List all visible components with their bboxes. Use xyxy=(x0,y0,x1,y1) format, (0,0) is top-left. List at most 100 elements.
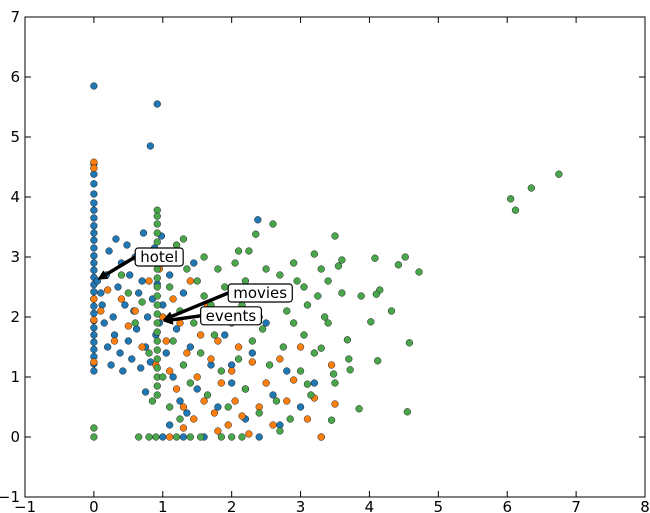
data-point xyxy=(146,358,155,366)
data-point xyxy=(90,214,98,222)
data-point xyxy=(207,355,215,363)
data-point xyxy=(90,295,98,303)
data-point xyxy=(296,367,305,375)
data-point xyxy=(279,343,287,351)
data-point xyxy=(162,337,170,345)
data-point xyxy=(90,199,98,207)
data-point xyxy=(197,331,205,339)
data-point xyxy=(100,319,108,327)
data-point xyxy=(374,357,382,365)
data-point xyxy=(224,403,232,411)
annotation-label: events xyxy=(206,307,257,325)
data-point xyxy=(327,361,336,369)
data-point xyxy=(172,433,181,441)
data-point xyxy=(331,232,339,240)
data-point xyxy=(114,283,122,291)
data-point xyxy=(98,301,106,309)
data-point xyxy=(117,295,126,303)
data-point xyxy=(310,379,318,387)
data-point xyxy=(128,355,136,363)
data-point xyxy=(90,309,98,318)
data-point xyxy=(112,235,120,243)
data-point xyxy=(183,265,191,273)
data-point xyxy=(262,265,270,273)
annotation-label: hotel xyxy=(140,248,178,266)
data-point xyxy=(166,271,174,279)
axis-ticks: −1 0 1 2 3 4 5 6 7 8 −1 0 1 2 3 4 5 6 7 xyxy=(0,8,650,513)
data-point xyxy=(262,379,270,387)
data-point xyxy=(179,424,188,432)
y-tick-label: 4 xyxy=(10,188,20,206)
data-point xyxy=(238,412,246,420)
data-point xyxy=(90,324,98,332)
data-point xyxy=(138,343,146,351)
data-point xyxy=(217,433,225,441)
data-point xyxy=(307,391,315,399)
data-point xyxy=(166,367,174,375)
data-point xyxy=(90,266,98,274)
data-point xyxy=(90,164,98,172)
data-point xyxy=(132,325,141,333)
data-point xyxy=(321,313,329,321)
data-point xyxy=(269,391,277,399)
annotation-arrowhead xyxy=(97,270,109,280)
data-point xyxy=(394,261,403,269)
data-point xyxy=(228,433,236,441)
data-point xyxy=(217,367,225,375)
data-point xyxy=(300,331,308,339)
data-point xyxy=(90,236,98,244)
data-point xyxy=(90,424,98,432)
data-point xyxy=(401,253,409,261)
data-point xyxy=(166,433,174,441)
data-point xyxy=(217,379,225,387)
data-point xyxy=(259,325,267,333)
data-point xyxy=(153,220,161,228)
data-point xyxy=(221,331,229,339)
data-point xyxy=(179,433,188,441)
y-tick-label: 6 xyxy=(10,68,20,86)
data-point xyxy=(179,235,188,243)
data-point xyxy=(97,307,105,315)
data-point xyxy=(153,229,161,237)
data-point xyxy=(109,313,117,321)
data-point xyxy=(210,409,219,417)
data-point xyxy=(183,409,191,417)
data-point xyxy=(90,180,98,188)
data-point xyxy=(186,277,194,285)
data-point xyxy=(511,206,520,214)
data-point xyxy=(415,268,423,276)
data-point xyxy=(90,222,98,230)
data-point xyxy=(331,379,339,387)
data-point xyxy=(124,337,132,345)
x-tick-label: 6 xyxy=(502,498,512,513)
data-point xyxy=(153,238,161,246)
data-point xyxy=(234,247,243,255)
data-point xyxy=(153,274,161,282)
data-point xyxy=(159,433,167,441)
data-point xyxy=(124,322,132,330)
data-point xyxy=(327,416,336,424)
data-point xyxy=(153,212,161,220)
data-point xyxy=(131,307,139,315)
data-point xyxy=(90,252,98,260)
data-point xyxy=(276,271,284,279)
data-point xyxy=(172,325,181,333)
data-point xyxy=(334,262,343,270)
data-point xyxy=(172,385,181,393)
data-point xyxy=(262,319,270,327)
data-point xyxy=(159,373,167,381)
data-point xyxy=(186,343,194,351)
data-point xyxy=(166,283,174,291)
data-point xyxy=(231,397,239,405)
data-point xyxy=(310,250,318,258)
data-point xyxy=(314,292,322,300)
data-point xyxy=(387,307,396,315)
data-point xyxy=(90,302,98,310)
data-point xyxy=(139,229,148,237)
data-point xyxy=(117,271,126,279)
data-point xyxy=(90,345,98,354)
y-tick-label: 2 xyxy=(10,308,20,326)
data-point xyxy=(90,206,98,214)
data-point xyxy=(146,142,155,150)
data-point xyxy=(90,358,98,366)
